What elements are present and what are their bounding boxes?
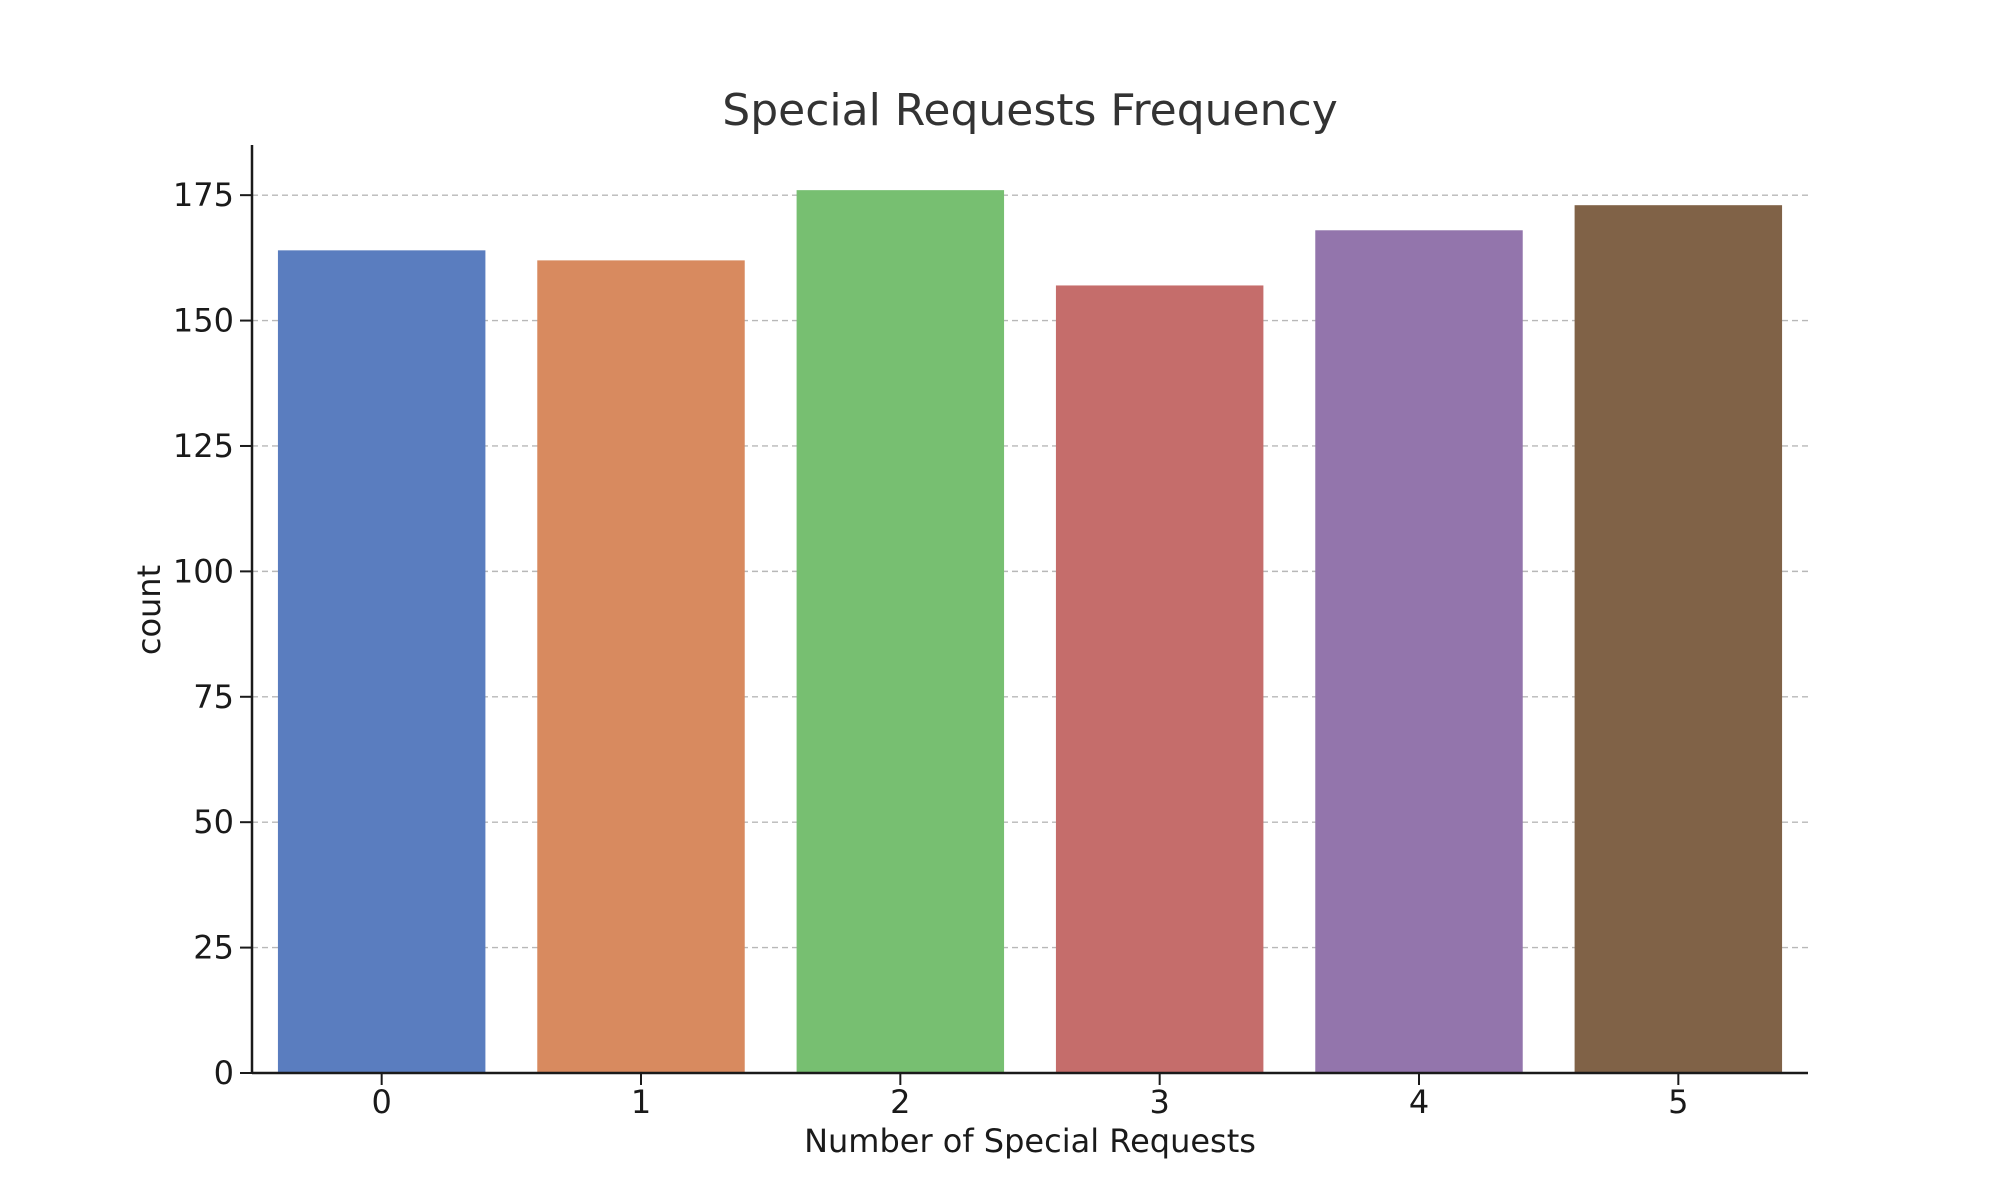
y-tick-label: 25: [193, 929, 234, 967]
y-tick-label: 150: [173, 302, 234, 340]
y-tick-label: 125: [173, 427, 234, 465]
x-ticks: 0 1 2 3 4 5: [371, 1073, 1689, 1121]
y-ticks: 0 25 50 75 100 125 150 175: [173, 176, 252, 1092]
x-tick-label: 3: [1149, 1083, 1169, 1121]
x-tick-label: 2: [890, 1083, 910, 1121]
x-tick-label: 5: [1668, 1083, 1688, 1121]
x-tick-label: 1: [631, 1083, 651, 1121]
y-tick-label: 75: [193, 678, 234, 716]
x-axis-label: Number of Special Requests: [804, 1122, 1256, 1160]
y-tick-label: 100: [173, 552, 234, 590]
bar-2: [796, 190, 1005, 1074]
bar-1: [537, 260, 745, 1073]
y-tick-label: 0: [214, 1054, 234, 1092]
chart-title: Special Requests Frequency: [722, 85, 1337, 136]
axes: [250, 145, 1808, 1075]
bar-5: [1574, 205, 1783, 1074]
y-tick-label: 50: [193, 803, 234, 841]
bar-4: [1315, 230, 1523, 1073]
x-tick-label: 0: [371, 1083, 391, 1121]
bar-0: [277, 250, 486, 1073]
bar-3: [1055, 285, 1264, 1073]
x-tick-label: 4: [1409, 1083, 1429, 1121]
y-axis-label: count: [130, 565, 168, 655]
bars: [277, 190, 1783, 1074]
y-tick-label: 175: [173, 176, 234, 214]
